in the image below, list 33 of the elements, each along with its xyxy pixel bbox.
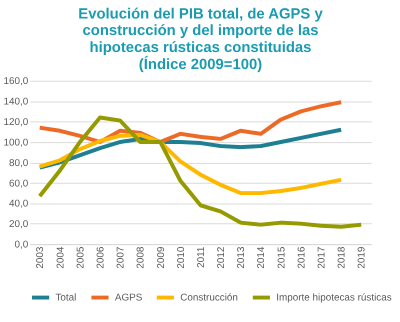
x-tick-label: 2004 — [55, 246, 66, 269]
x-tick-label: 2010 — [176, 246, 187, 269]
legend-label: Importe hipotecas rústicas — [276, 292, 392, 304]
legend-label: AGPS — [114, 292, 143, 304]
y-tick-label: 100,0 — [3, 137, 29, 148]
x-tick-label: 2008 — [136, 246, 147, 269]
legend-label: Construcción — [180, 292, 238, 304]
x-tick-label: 2017 — [316, 246, 328, 269]
y-tick-label: 20,0 — [8, 219, 29, 230]
x-tick-label: 2015 — [276, 246, 288, 269]
y-tick-label: 0,0 — [14, 240, 29, 251]
x-tick-label: 2007 — [116, 246, 127, 269]
x-tick-label: 2006 — [95, 246, 106, 269]
y-tick-label: 120,0 — [3, 117, 29, 128]
x-tick-label: 2009 — [156, 246, 167, 269]
x-tick-label: 2018 — [336, 246, 348, 269]
y-tick-label: 40,0 — [8, 198, 29, 210]
x-tick-label: 2005 — [75, 246, 86, 269]
legend-label: Total — [55, 292, 76, 304]
x-tick-label: 2003 — [35, 246, 46, 269]
x-tick-label: 2016 — [296, 246, 308, 269]
x-tick-label: 2012 — [216, 246, 228, 269]
y-tick-label: 60,0 — [8, 178, 29, 190]
chart-title: Evolución del PIB total, de AGPS y construcción y del importe de las hipotecas rústicas constituidas (Índice 2009=100) — [78, 6, 324, 73]
y-tick-label: 80,0 — [8, 158, 29, 169]
x-tick-label: 2013 — [236, 246, 248, 269]
x-tick-label: 2014 — [256, 246, 268, 269]
line-series — [38, 116, 364, 229]
y-tick-label: 160,0 — [3, 76, 29, 88]
y-tick-label: 140,0 — [3, 96, 29, 108]
x-tick-label: 2011 — [196, 246, 207, 268]
x-tick-label: 2019 — [356, 246, 368, 269]
line-series — [38, 132, 344, 196]
